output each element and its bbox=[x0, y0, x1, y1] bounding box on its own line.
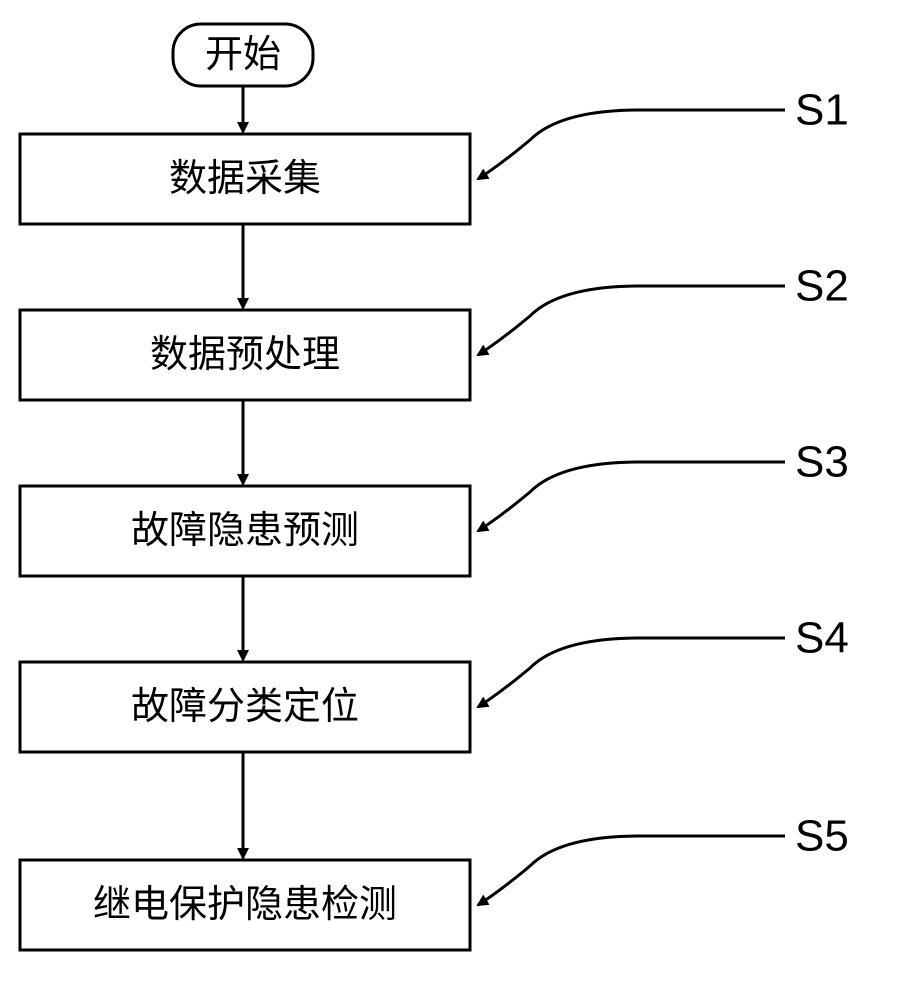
step-label: 继电保护隐患检测 bbox=[93, 884, 397, 926]
step-id-connector bbox=[478, 638, 785, 707]
step-s4: 故障分类定位 bbox=[20, 662, 470, 752]
step-id-label: S1 bbox=[795, 86, 849, 135]
step-label: 故障分类定位 bbox=[131, 686, 359, 728]
flowchart-diagram: 开始 数据采集 数据预处理 故障隐患预测 故障分类定位 继电保护隐患检测 S1 … bbox=[0, 0, 912, 1000]
start-node: 开始 bbox=[173, 24, 313, 86]
step-s2: 数据预处理 bbox=[20, 310, 470, 400]
step-id-s4: S4 bbox=[478, 614, 849, 708]
step-id-connector bbox=[478, 836, 785, 905]
step-s1: 数据采集 bbox=[20, 134, 470, 224]
step-s3: 故障隐患预测 bbox=[20, 486, 470, 576]
step-label: 故障隐患预测 bbox=[131, 510, 359, 552]
step-id-connector bbox=[478, 110, 785, 179]
step-id-s5: S5 bbox=[478, 812, 849, 906]
step-label: 数据预处理 bbox=[150, 334, 340, 376]
step-id-s1: S1 bbox=[478, 86, 849, 180]
step-id-s2: S2 bbox=[478, 262, 849, 356]
step-s5: 继电保护隐患检测 bbox=[20, 860, 470, 950]
step-id-label: S5 bbox=[795, 812, 849, 861]
step-id-connector bbox=[478, 286, 785, 355]
step-id-label: S3 bbox=[795, 438, 849, 487]
step-label: 数据采集 bbox=[169, 158, 321, 200]
step-id-label: S2 bbox=[795, 262, 849, 311]
step-id-s3: S3 bbox=[478, 438, 849, 532]
step-id-label: S4 bbox=[795, 614, 849, 663]
start-label: 开始 bbox=[205, 34, 281, 76]
step-id-connector bbox=[478, 462, 785, 531]
